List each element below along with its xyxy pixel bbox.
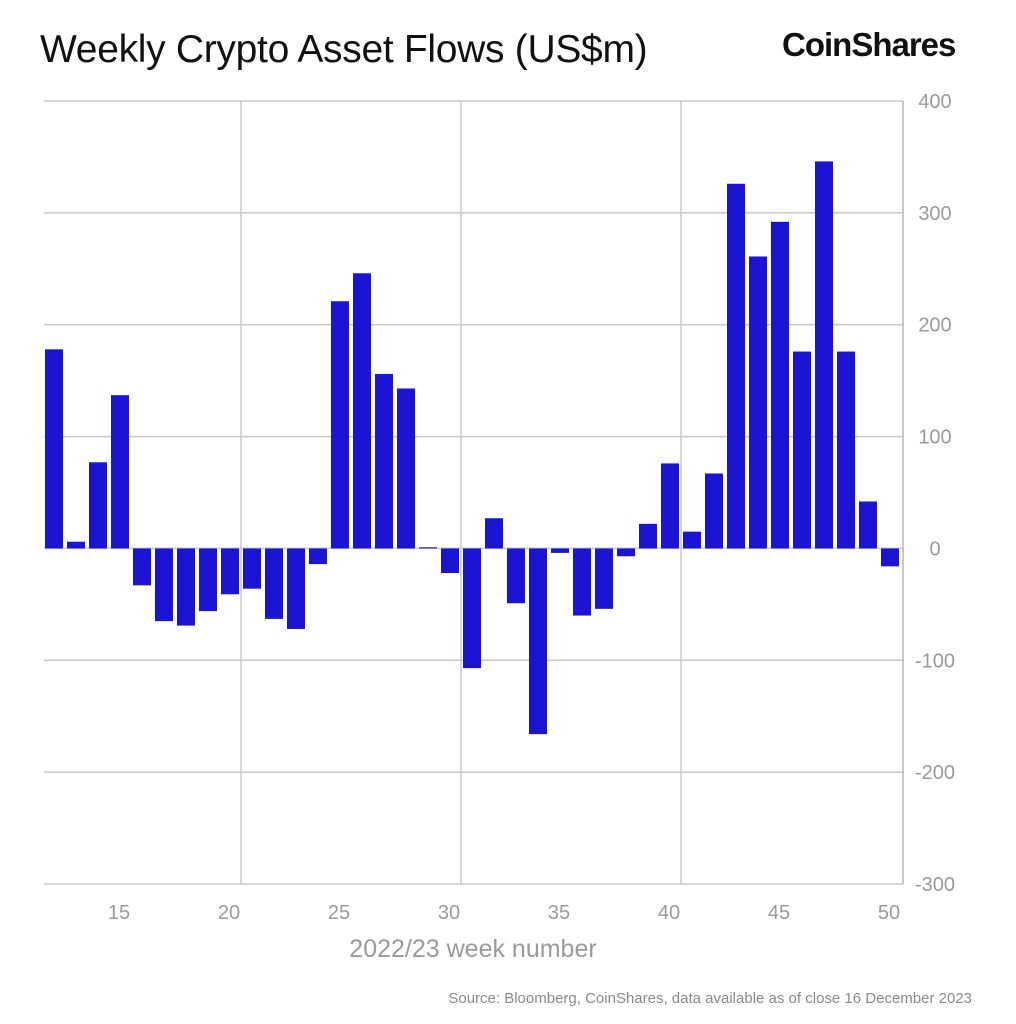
bar-week-38 <box>617 548 635 557</box>
bar-week-35 <box>551 548 569 553</box>
x-tick-label: 45 <box>768 902 790 924</box>
x-tick-label: 25 <box>328 902 350 924</box>
bars <box>45 161 899 735</box>
bar-week-23 <box>287 548 305 629</box>
y-tick-label: 300 <box>918 203 951 225</box>
bar-week-34 <box>529 548 547 735</box>
bar-week-42 <box>705 473 723 549</box>
bar-week-12 <box>45 349 63 549</box>
x-tick-label: 40 <box>658 902 680 924</box>
bar-week-21 <box>243 548 261 589</box>
bar-week-44 <box>749 256 767 549</box>
y-tick-label: -300 <box>915 874 955 896</box>
bar-week-36 <box>573 548 591 616</box>
bar-week-33 <box>507 548 525 604</box>
x-tick-label: 35 <box>548 902 570 924</box>
bar-week-37 <box>595 548 613 609</box>
bar-week-15 <box>111 395 129 549</box>
x-tick-label: 30 <box>438 902 460 924</box>
bar-week-47 <box>815 161 833 549</box>
bar-week-22 <box>265 548 283 619</box>
bar-week-45 <box>771 221 789 549</box>
bar-week-43 <box>727 183 745 549</box>
bar-week-14 <box>89 462 107 549</box>
x-tick-label: 15 <box>108 902 130 924</box>
bar-week-26 <box>353 273 371 549</box>
bar-week-25 <box>331 301 349 549</box>
bar-week-32 <box>485 518 503 549</box>
bar-week-48 <box>837 351 855 549</box>
bar-week-49 <box>859 501 877 549</box>
bar-week-39 <box>639 523 657 549</box>
bar-week-13 <box>67 541 85 549</box>
y-tick-label: 100 <box>918 427 951 449</box>
y-tick-label: 400 <box>918 91 951 113</box>
bar-week-31 <box>463 548 481 669</box>
bar-week-24 <box>309 548 327 565</box>
source-note: Source: Bloomberg, CoinShares, data avai… <box>448 990 972 1007</box>
bar-week-27 <box>375 373 393 549</box>
y-tick-label: 0 <box>929 538 940 560</box>
bar-week-28 <box>397 388 415 549</box>
bar-week-20 <box>221 548 239 595</box>
coinshares-logo: CoinShares <box>782 26 956 63</box>
x-axis-label: 2022/23 week number <box>349 935 596 963</box>
bar-week-41 <box>683 531 701 549</box>
y-tick-label: -100 <box>915 650 955 672</box>
bar-week-29 <box>419 547 437 549</box>
bar-week-30 <box>441 548 459 574</box>
axes: 400 300 200 100 0 -100 -200 -300 15 20 25 30 35 40 45 5… <box>108 91 955 924</box>
bar-week-50 <box>881 548 899 567</box>
x-tick-label: 20 <box>218 902 240 924</box>
bar-week-18 <box>177 548 195 626</box>
y-tick-label: 200 <box>918 315 951 337</box>
bar-week-17 <box>155 548 173 622</box>
x-tick-label: 50 <box>878 902 900 924</box>
bar-week-19 <box>199 548 217 612</box>
bar-week-40 <box>661 463 679 549</box>
chart-title: Weekly Crypto Asset Flows (US$m) <box>40 28 648 71</box>
bar-week-46 <box>793 351 811 549</box>
bar-week-16 <box>133 548 151 586</box>
y-tick-label: -200 <box>915 762 955 784</box>
